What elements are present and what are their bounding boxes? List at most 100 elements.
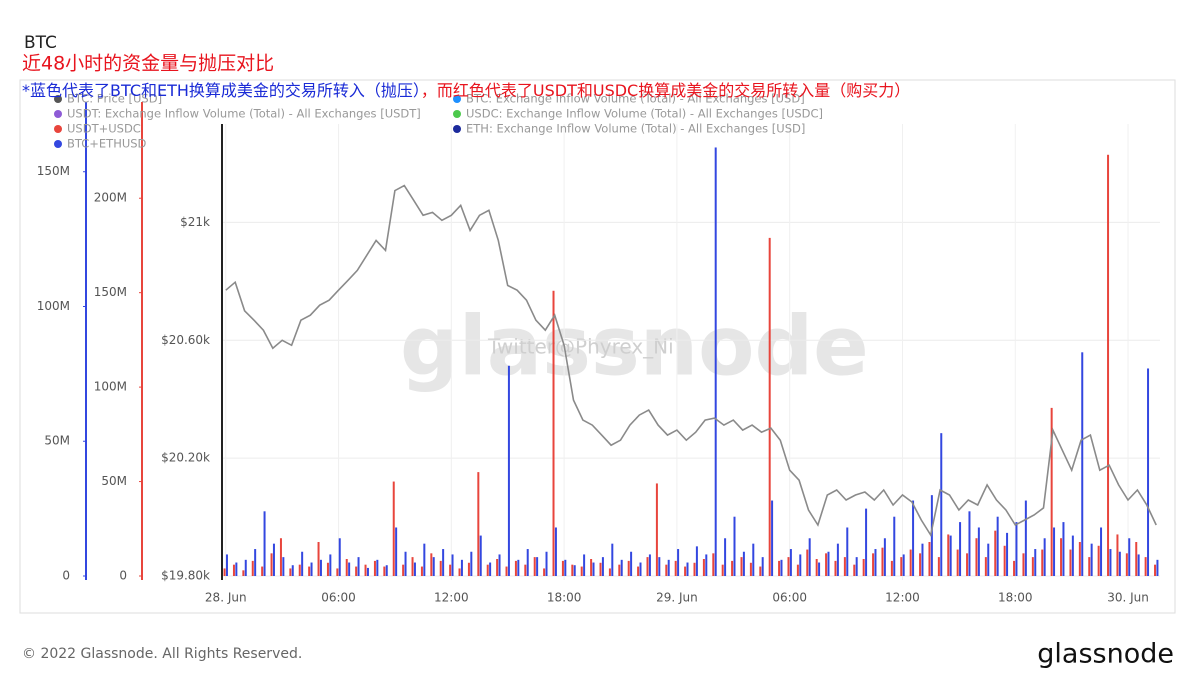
bar bbox=[411, 557, 414, 576]
legend-marker bbox=[54, 110, 62, 118]
x-tick-label: 18:00 bbox=[998, 591, 1033, 605]
bar bbox=[423, 543, 426, 576]
bar bbox=[317, 542, 320, 576]
bar bbox=[1118, 551, 1121, 576]
bar bbox=[836, 543, 839, 576]
bar bbox=[674, 560, 677, 576]
bar bbox=[686, 562, 689, 576]
y3-tick-label: $20.60k bbox=[161, 333, 210, 347]
bar bbox=[289, 568, 292, 576]
bar bbox=[620, 559, 623, 576]
bar bbox=[357, 557, 360, 576]
bar bbox=[749, 562, 752, 576]
y-tick-label: 100M bbox=[37, 299, 70, 313]
bar bbox=[524, 564, 527, 576]
bar bbox=[1071, 535, 1074, 576]
bar bbox=[223, 568, 226, 576]
bar bbox=[432, 557, 435, 576]
bar bbox=[545, 551, 548, 576]
bar bbox=[470, 551, 473, 576]
bar bbox=[658, 557, 661, 576]
bar bbox=[225, 554, 228, 576]
bar bbox=[853, 564, 856, 576]
bar bbox=[1024, 500, 1027, 576]
bar bbox=[789, 549, 792, 576]
bar bbox=[301, 551, 304, 576]
bar bbox=[580, 566, 583, 576]
bar bbox=[655, 483, 658, 576]
x-tick-label: 28. Jun bbox=[205, 591, 247, 605]
bar bbox=[1090, 543, 1093, 576]
bar bbox=[1097, 545, 1100, 576]
bar bbox=[298, 564, 301, 576]
bar bbox=[627, 560, 630, 576]
bar bbox=[496, 559, 499, 576]
bar bbox=[639, 562, 642, 576]
bar bbox=[1109, 549, 1112, 576]
bar bbox=[902, 554, 905, 576]
bar bbox=[392, 481, 395, 576]
bar bbox=[1154, 564, 1157, 576]
legend-label: BTC: Exchange Inflow Volume (Total) - Al… bbox=[466, 92, 805, 106]
legend-marker bbox=[453, 125, 461, 133]
annotation: *蓝色代表了BTC和ETH换算成美金的交易所转入（抛压），而红色代表了USDT和… bbox=[22, 81, 910, 100]
bar bbox=[996, 516, 999, 576]
x-tick-label: 18:00 bbox=[547, 591, 582, 605]
bar bbox=[489, 562, 492, 576]
bar bbox=[543, 568, 546, 576]
bar bbox=[1135, 542, 1138, 576]
bar bbox=[1031, 557, 1034, 576]
bar bbox=[780, 559, 783, 576]
bar bbox=[395, 527, 398, 576]
bar bbox=[968, 511, 971, 576]
bar bbox=[740, 557, 743, 576]
bar bbox=[326, 562, 329, 576]
bar bbox=[590, 559, 593, 576]
price-line bbox=[225, 184, 1157, 538]
bar bbox=[1125, 553, 1128, 576]
bar bbox=[843, 557, 846, 576]
bar bbox=[987, 543, 990, 576]
legend-marker bbox=[54, 140, 62, 148]
bar bbox=[1062, 522, 1065, 576]
legend-label: USDC: Exchange Inflow Volume (Total) - A… bbox=[466, 107, 823, 121]
bar bbox=[778, 560, 781, 576]
bar bbox=[592, 562, 595, 576]
bar bbox=[684, 566, 687, 576]
bar bbox=[799, 554, 802, 576]
bar bbox=[724, 538, 727, 576]
legend-marker bbox=[453, 110, 461, 118]
y-tick-label: 200M bbox=[94, 191, 127, 205]
bar bbox=[385, 565, 388, 576]
bar bbox=[319, 559, 322, 576]
bar bbox=[336, 568, 339, 576]
chart-subtitle: 近48小时的资金量与抛压对比 bbox=[22, 53, 274, 75]
bar bbox=[1034, 549, 1037, 576]
bar bbox=[1053, 527, 1056, 576]
bar bbox=[373, 560, 376, 576]
bar bbox=[1041, 549, 1044, 576]
bar bbox=[742, 551, 745, 576]
bar bbox=[308, 566, 311, 576]
bar bbox=[893, 516, 896, 576]
bar bbox=[648, 554, 651, 576]
bar bbox=[855, 557, 858, 576]
y-tick-label: 0 bbox=[119, 569, 127, 583]
bar bbox=[1144, 557, 1147, 576]
bar bbox=[1050, 407, 1053, 576]
watermark-note: Twitter@Phyrex_Ni bbox=[487, 335, 674, 359]
bar bbox=[921, 543, 924, 576]
bar bbox=[1078, 542, 1081, 576]
chart-frame bbox=[19, 79, 1176, 614]
bar bbox=[505, 566, 508, 576]
bar bbox=[930, 495, 933, 576]
bar bbox=[1006, 532, 1009, 576]
bar bbox=[994, 530, 997, 576]
legend-label: USDT+USDC bbox=[67, 122, 141, 136]
bar bbox=[761, 557, 764, 576]
bar bbox=[630, 551, 633, 576]
bar bbox=[1100, 527, 1103, 576]
annotation-red: ，而红色代表了USDT和USDC换算成美金的交易所转入量（购买力） bbox=[421, 81, 910, 100]
bar bbox=[881, 547, 884, 576]
